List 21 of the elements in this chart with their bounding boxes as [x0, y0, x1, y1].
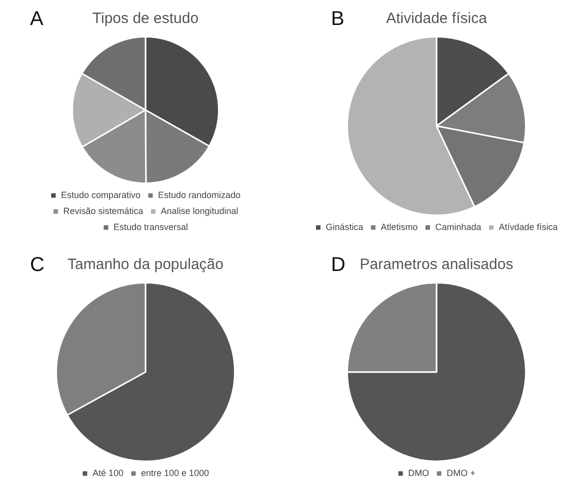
- legend-label: DMO +: [446, 468, 476, 478]
- text: C: [30, 254, 44, 277]
- legend-label: Revisão sistemática: [63, 206, 144, 216]
- legend-label: Até 100: [92, 468, 124, 478]
- legend-label: Caminhada: [435, 222, 482, 232]
- legend-label: Atívdade física: [498, 222, 558, 232]
- legend-label: DMO: [408, 468, 430, 478]
- chart-title: Atividade física: [386, 10, 488, 28]
- legend-label: Ginástica: [326, 222, 364, 232]
- chart-title: Tipos de estudo: [92, 10, 199, 28]
- legend-label: Estudo comparativo: [60, 190, 140, 200]
- text: B: [331, 8, 344, 31]
- legend-label: entre 100 e 1000: [140, 468, 210, 478]
- legend-label: Analise longitudinal: [160, 206, 238, 216]
- legend-label: Estudo randomizado: [158, 190, 241, 200]
- chart-title: Tamanho da população: [68, 256, 224, 274]
- chart-title: Parametros analisados: [360, 256, 514, 274]
- legend-label: Estudo transversal: [113, 222, 188, 232]
- legend-label: Atletismo: [380, 222, 418, 232]
- text: D: [331, 254, 346, 277]
- text: A: [30, 8, 44, 31]
